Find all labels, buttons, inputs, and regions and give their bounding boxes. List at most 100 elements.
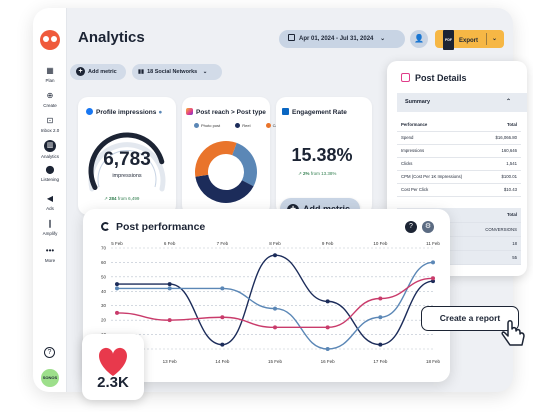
gauge	[88, 132, 166, 192]
sidebar-item-plan[interactable]: ▦ Plan	[33, 66, 67, 83]
help-icon[interactable]: ?	[405, 221, 417, 233]
avatar[interactable]: SONOS	[41, 369, 59, 387]
user-icon-button[interactable]: 👤	[410, 30, 428, 48]
x-tick-label-top: 5 Feb	[111, 241, 123, 246]
calendar-icon: ▦	[46, 66, 54, 75]
data-point	[220, 315, 225, 320]
y-tick-label: 50	[101, 274, 107, 279]
sidebar-item-label: Inbox 2.0	[40, 128, 60, 133]
table-cell: $10.43	[483, 183, 521, 197]
data-point	[167, 286, 172, 291]
chevron-down-icon[interactable]: ⌄	[492, 36, 498, 42]
data-point	[431, 276, 435, 281]
help-icon[interactable]: ?	[44, 347, 55, 358]
gauge-icon	[101, 222, 110, 231]
data-point	[220, 342, 225, 347]
location-pin-icon: ⬤	[45, 165, 55, 174]
x-tick-label-top: 6 Feb	[164, 241, 176, 246]
column-header: Total	[483, 118, 521, 132]
trend-up-icon: ↗	[104, 196, 108, 201]
data-point	[431, 260, 435, 265]
info-dot-icon: ●	[158, 109, 163, 116]
sidebar-item-more[interactable]: ••• More	[33, 246, 67, 263]
x-tick-label-bottom: 14 Feb	[215, 359, 230, 364]
x-tick-label-bottom: 17 Feb	[373, 359, 388, 364]
chevron-up-icon[interactable]: ⌃	[505, 99, 511, 105]
card-title: Engagement Rate	[282, 108, 347, 116]
bar-chart-icon: ▮▮	[138, 69, 145, 75]
table-row: Cost Per Click $10.43	[397, 183, 521, 197]
engagement-card: Engagement Rate 15.38% ↗ 2% from 13.38%	[276, 97, 372, 215]
sidebar-item-label: Listening	[40, 177, 59, 182]
legend-item: Reel	[235, 123, 257, 128]
sidebar-item-create[interactable]: ⊕ Create	[33, 91, 67, 108]
sidebar-item-inbox-2-0[interactable]: ⊡ Inbox 2.0	[33, 116, 67, 133]
x-tick-label-bottom: 16 Feb	[321, 359, 336, 364]
amplify-icon: ∥	[48, 219, 52, 228]
gear-icon[interactable]: ⚙	[422, 221, 434, 233]
hand-cursor-icon	[501, 320, 525, 346]
date-range-picker[interactable]: Apr 01, 2024 - Jul 31, 2024 ⌄	[279, 30, 405, 48]
networks-label: 18 Social Networks	[147, 69, 198, 75]
x-tick-label-top: 9 Feb	[322, 241, 334, 246]
data-point	[325, 299, 330, 304]
summary-header[interactable]: Summary ⌃	[397, 93, 527, 112]
x-tick-label-top: 11 Feb	[426, 241, 440, 246]
date-range-label: Apr 01, 2024 - Jul 31, 2024	[299, 36, 374, 42]
page-title: Analytics	[78, 29, 145, 46]
sidebar-item-label: Create	[43, 103, 57, 108]
table-cell: Clicks	[397, 157, 484, 171]
chevron-down-icon: ⌄	[380, 36, 386, 42]
more-icon: •••	[45, 246, 55, 255]
sidebar-item-label: Amplify	[42, 231, 58, 236]
card-title: Profile impressions ●	[86, 108, 162, 116]
sidebar-item-label: Plan	[45, 78, 55, 83]
series-line-0	[116, 254, 434, 346]
export-button[interactable]: PDF Export ⌄	[435, 30, 504, 50]
create-report-button[interactable]: Create a report	[421, 306, 519, 331]
table-cell: $100.01	[483, 170, 521, 184]
analytics-icon: ▥	[44, 140, 56, 152]
post-performance-card: Post performance ? ⚙ 0102030405060705 Fe…	[83, 209, 450, 382]
calendar-icon	[288, 34, 295, 41]
impressions-unit: impressions	[112, 173, 142, 179]
add-metric-label: Add metric	[88, 69, 117, 75]
sidebar-item-listening[interactable]: ⬤ Listening	[33, 165, 67, 182]
data-point	[273, 306, 277, 311]
table-cell: $16,066.80	[483, 131, 521, 145]
instagram-icon	[401, 73, 410, 82]
column-header: Performance	[397, 118, 484, 132]
hootsuite-owl-logo[interactable]	[40, 30, 60, 50]
user-icon: 👤	[414, 34, 424, 43]
table-row: Impressions 160,646	[397, 144, 521, 158]
engagement-delta: ↗ 2% from 13.38%	[298, 171, 337, 176]
y-tick-label: 20	[101, 318, 107, 323]
sidebar-item-ads[interactable]: ◀ Ads	[33, 194, 67, 211]
sidebar-item-analytics[interactable]: ▥ Analytics	[33, 140, 67, 159]
x-tick-label-top: 10 Feb	[373, 241, 388, 246]
linkedin-icon	[282, 108, 289, 115]
table-cell: Spend	[397, 131, 484, 145]
table-header-row: Performance Total	[397, 118, 521, 132]
trend-up-icon: ↗	[298, 171, 302, 176]
data-point	[325, 347, 330, 351]
table-row: Spend $16,066.80	[397, 131, 521, 145]
likes-card: 2.3K	[82, 334, 144, 400]
table-cell: 1,541	[483, 157, 521, 171]
y-tick-label: 70	[101, 246, 107, 251]
data-point	[115, 282, 119, 287]
table-row: CPM (Cost Per 1K Impressions) $100.01	[397, 170, 521, 184]
sidebar-item-amplify[interactable]: ∥ Amplify	[33, 219, 67, 236]
x-tick-label-bottom: 13 Feb	[163, 359, 178, 364]
heart-icon	[99, 347, 127, 376]
instagram-icon	[186, 108, 193, 115]
data-point	[431, 279, 435, 284]
networks-dropdown[interactable]: ▮▮ 18 Social Networks ⌄	[132, 64, 222, 80]
performance-table: Performance Total Spend $16,066.80 Impressi…	[397, 118, 521, 197]
data-point	[378, 296, 383, 301]
post-details-title: Post Details	[401, 73, 467, 83]
export-label: Export	[459, 38, 479, 44]
facebook-icon	[86, 108, 93, 115]
data-point	[220, 286, 225, 291]
add-metric-button[interactable]: + Add metric	[70, 64, 126, 80]
